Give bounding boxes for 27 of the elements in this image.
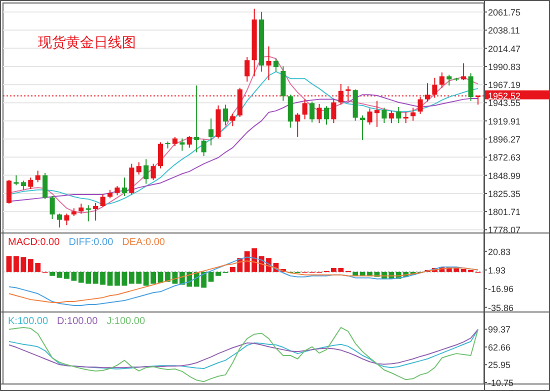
text: D:100.00	[57, 316, 98, 327]
y-tick-label: 1919.91	[488, 116, 521, 126]
y-tick-label: 25.95	[488, 360, 511, 370]
y-tick-label: 1801.71	[488, 207, 521, 218]
series-label: MACD:0.00	[8, 237, 60, 248]
y-tick-label: 1872.63	[488, 152, 521, 163]
y-tick-label: -16.96	[488, 284, 514, 294]
y-tick-label: 1825.35	[488, 188, 521, 199]
y-tick-label: 1848.99	[488, 170, 521, 181]
y-tick-label: 1.93	[488, 266, 506, 276]
y-tick-label: 1896.27	[488, 134, 521, 145]
y-tick-label: 20.83	[488, 246, 511, 257]
y-tick-label: 99.37	[488, 324, 511, 335]
text: 现货黄金日线图	[38, 34, 136, 50]
text: DEA:0.00	[122, 237, 166, 248]
y-tick-label: 1967.19	[488, 80, 521, 90]
y-tick-label: 1943.55	[488, 98, 521, 108]
y-tick-label: 2014.47	[488, 44, 521, 54]
y-tick-label: 62.66	[488, 342, 511, 352]
y-tick-label: 2038.11	[488, 26, 520, 36]
series-label: K:100.00	[8, 316, 48, 327]
y-tick-label: 1990.83	[488, 62, 521, 72]
y-tick-label: -35.86	[488, 302, 514, 313]
text: J:100.00	[106, 316, 146, 327]
ref-line-label: 1952.52	[488, 90, 521, 101]
text: DIFF:0.00	[68, 237, 114, 248]
y-tick-label: 2061.75	[488, 8, 521, 18]
